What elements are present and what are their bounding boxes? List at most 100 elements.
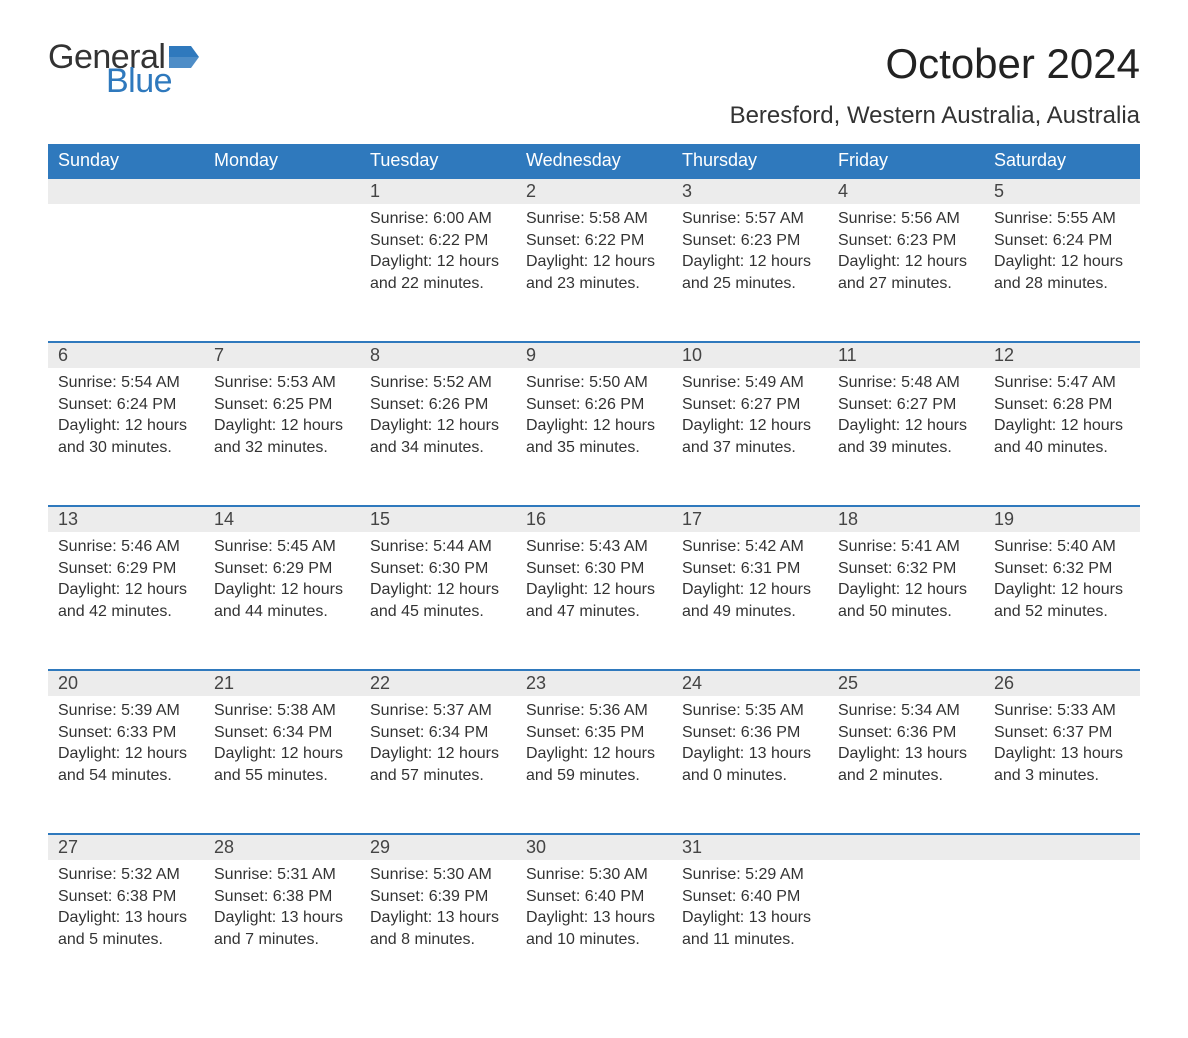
- sunset-text: Sunset: 6:25 PM: [214, 394, 350, 416]
- daylight-line1: Daylight: 12 hours: [838, 579, 974, 601]
- daylight-line2: and 35 minutes.: [526, 437, 662, 459]
- day-cell: Sunrise: 6:00 AMSunset: 6:22 PMDaylight:…: [360, 204, 516, 342]
- sunrise-text: Sunrise: 5:41 AM: [838, 536, 974, 558]
- sunrise-text: Sunrise: 5:30 AM: [370, 864, 506, 886]
- day-number: 13: [48, 506, 204, 532]
- daylight-line2: and 2 minutes.: [838, 765, 974, 787]
- day-cell: Sunrise: 5:38 AMSunset: 6:34 PMDaylight:…: [204, 696, 360, 834]
- sunrise-text: Sunrise: 5:57 AM: [682, 208, 818, 230]
- day-header: Sunday: [48, 144, 204, 178]
- daylight-line1: Daylight: 12 hours: [526, 579, 662, 601]
- day-cell: [828, 860, 984, 998]
- daylight-line2: and 54 minutes.: [58, 765, 194, 787]
- day-number-row: 12345: [48, 178, 1140, 204]
- day-cell: Sunrise: 5:53 AMSunset: 6:25 PMDaylight:…: [204, 368, 360, 506]
- daylight-line2: and 5 minutes.: [58, 929, 194, 951]
- day-number: 18: [828, 506, 984, 532]
- day-number: 27: [48, 834, 204, 860]
- day-number-row: 13141516171819: [48, 506, 1140, 532]
- sunset-text: Sunset: 6:37 PM: [994, 722, 1130, 744]
- day-cell: Sunrise: 5:31 AMSunset: 6:38 PMDaylight:…: [204, 860, 360, 998]
- sunset-text: Sunset: 6:35 PM: [526, 722, 662, 744]
- day-number: 4: [828, 178, 984, 204]
- daylight-line2: and 10 minutes.: [526, 929, 662, 951]
- daylight-line2: and 23 minutes.: [526, 273, 662, 295]
- daylight-line1: Daylight: 13 hours: [682, 743, 818, 765]
- day-cell: Sunrise: 5:30 AMSunset: 6:40 PMDaylight:…: [516, 860, 672, 998]
- day-number: 5: [984, 178, 1140, 204]
- week-row: Sunrise: 5:46 AM Sunset: 6:29 PM Daylight:…: [48, 532, 1140, 670]
- day-header-row: Sunday Monday Tuesday Wednesday Thursday…: [48, 144, 1140, 178]
- sunrise-text: Sunrise: 5:46 AM: [58, 536, 194, 558]
- day-cell: [984, 860, 1140, 998]
- day-cell: [48, 204, 204, 342]
- sunrise-text: Sunrise: 5:36 AM: [526, 700, 662, 722]
- daylight-line1: Daylight: 12 hours: [994, 415, 1130, 437]
- day-header: Monday: [204, 144, 360, 178]
- brand-word2: Blue: [106, 64, 199, 98]
- day-number: 11: [828, 342, 984, 368]
- brand-logo: General Blue: [48, 40, 199, 98]
- daylight-line2: and 32 minutes.: [214, 437, 350, 459]
- day-cell: Sunrise: 5:35 AMSunset: 6:36 PMDaylight:…: [672, 696, 828, 834]
- day-number: 26: [984, 670, 1140, 696]
- day-number: 25: [828, 670, 984, 696]
- sunset-text: Sunset: 6:36 PM: [682, 722, 818, 744]
- sunrise-text: Sunrise: 5:53 AM: [214, 372, 350, 394]
- daylight-line1: Daylight: 12 hours: [526, 415, 662, 437]
- daylight-line1: Daylight: 13 hours: [994, 743, 1130, 765]
- daylight-line1: Daylight: 12 hours: [682, 251, 818, 273]
- day-cell: Sunrise: 5:36 AMSunset: 6:35 PMDaylight:…: [516, 696, 672, 834]
- day-cell: Sunrise: 5:44 AMSunset: 6:30 PMDaylight:…: [360, 532, 516, 670]
- sunset-text: Sunset: 6:24 PM: [994, 230, 1130, 252]
- day-number: 6: [48, 342, 204, 368]
- day-cell: Sunrise: 5:55 AMSunset: 6:24 PMDaylight:…: [984, 204, 1140, 342]
- day-cell: Sunrise: 5:34 AMSunset: 6:36 PMDaylight:…: [828, 696, 984, 834]
- daylight-line1: Daylight: 12 hours: [58, 579, 194, 601]
- sunrise-text: Sunrise: 5:43 AM: [526, 536, 662, 558]
- day-header: Saturday: [984, 144, 1140, 178]
- day-number: 21: [204, 670, 360, 696]
- daylight-line2: and 28 minutes.: [994, 273, 1130, 295]
- day-cell: Sunrise: 5:33 AMSunset: 6:37 PMDaylight:…: [984, 696, 1140, 834]
- day-cell: Sunrise: 5:37 AMSunset: 6:34 PMDaylight:…: [360, 696, 516, 834]
- daylight-line1: Daylight: 12 hours: [994, 579, 1130, 601]
- sunset-text: Sunset: 6:23 PM: [838, 230, 974, 252]
- sunset-text: Sunset: 6:24 PM: [58, 394, 194, 416]
- week-row: Sunrise: 5:32 AMSunset: 6:38 PMDaylight:…: [48, 860, 1140, 998]
- sunrise-text: Sunrise: 5:45 AM: [214, 536, 350, 558]
- sunrise-text: Sunrise: 5:48 AM: [838, 372, 974, 394]
- sunrise-text: Sunrise: 5:39 AM: [58, 700, 194, 722]
- day-number: 9: [516, 342, 672, 368]
- sunrise-text: Sunrise: 5:42 AM: [682, 536, 818, 558]
- daylight-line2: and 11 minutes.: [682, 929, 818, 951]
- sunset-text: Sunset: 6:40 PM: [682, 886, 818, 908]
- day-number: 15: [360, 506, 516, 532]
- calendar-table: Sunday Monday Tuesday Wednesday Thursday…: [48, 144, 1140, 998]
- day-cell: Sunrise: 5:45 AMSunset: 6:29 PMDaylight:…: [204, 532, 360, 670]
- sunrise-text: Sunrise: 5:50 AM: [526, 372, 662, 394]
- sunrise-text: Sunrise: 5:37 AM: [370, 700, 506, 722]
- sunrise-text: Sunrise: 5:38 AM: [214, 700, 350, 722]
- page-subtitle: Beresford, Western Australia, Australia: [730, 102, 1140, 130]
- daylight-line1: Daylight: 12 hours: [682, 415, 818, 437]
- day-number: 23: [516, 670, 672, 696]
- day-number: [984, 834, 1140, 860]
- sunset-text: Sunset: 6:31 PM: [682, 558, 818, 580]
- day-cell: Sunrise: 5:42 AMSunset: 6:31 PMDaylight:…: [672, 532, 828, 670]
- daylight-line1: Daylight: 12 hours: [838, 415, 974, 437]
- daylight-line2: and 45 minutes.: [370, 601, 506, 623]
- daylight-line2: and 39 minutes.: [838, 437, 974, 459]
- day-number: 2: [516, 178, 672, 204]
- daylight-line1: Daylight: 12 hours: [994, 251, 1130, 273]
- daylight-line1: Daylight: 12 hours: [526, 251, 662, 273]
- day-cell: Sunrise: 5:48 AMSunset: 6:27 PMDaylight:…: [828, 368, 984, 506]
- day-number: 17: [672, 506, 828, 532]
- daylight-line2: and 42 minutes.: [58, 601, 194, 623]
- day-cell: Sunrise: 5:32 AMSunset: 6:38 PMDaylight:…: [48, 860, 204, 998]
- day-number: 1: [360, 178, 516, 204]
- sunset-text: Sunset: 6:29 PM: [214, 558, 350, 580]
- day-number: 24: [672, 670, 828, 696]
- daylight-line1: Daylight: 12 hours: [214, 415, 350, 437]
- sunset-text: Sunset: 6:22 PM: [370, 230, 506, 252]
